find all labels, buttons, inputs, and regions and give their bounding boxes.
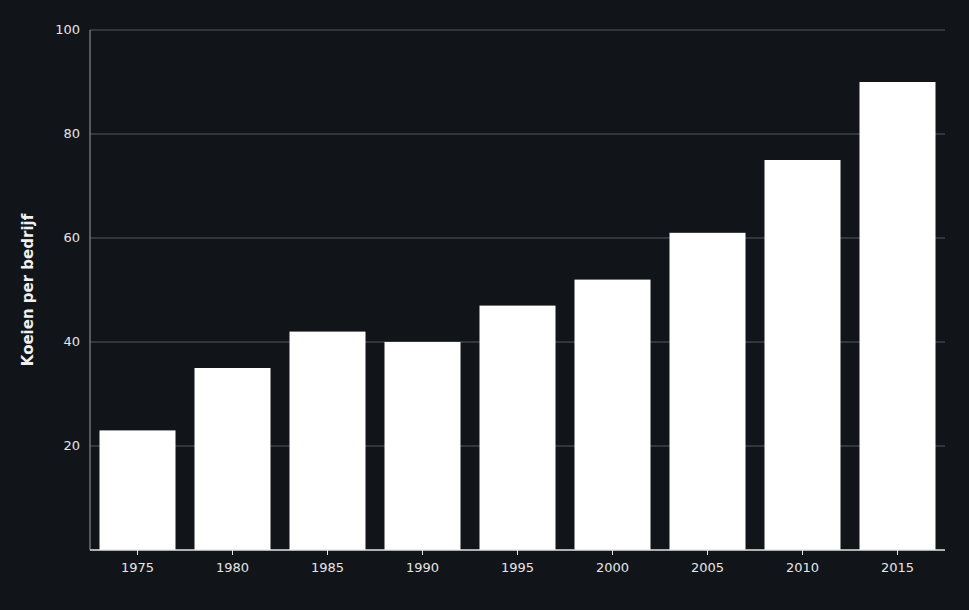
x-tick-label: 2000: [596, 560, 629, 575]
x-tick: [897, 550, 898, 555]
y-tick-label: 40: [63, 334, 80, 349]
bars: [100, 82, 936, 550]
x-tick-label: 1985: [311, 560, 344, 575]
bar: [385, 342, 461, 550]
bar: [195, 368, 271, 550]
grid-line: [90, 134, 945, 135]
y-axis-line: [90, 30, 91, 550]
y-tick-label: 100: [55, 22, 80, 37]
x-tick-label: 1995: [501, 560, 534, 575]
x-tick-label: 1975: [121, 560, 154, 575]
y-tick-label: 20: [63, 438, 80, 453]
x-tick: [802, 550, 803, 555]
bar: [860, 82, 936, 550]
y-axis-label: Koeien per bedrijf: [19, 213, 37, 366]
y-tick-label: 60: [63, 230, 80, 245]
bar: [575, 280, 651, 550]
x-tick: [232, 550, 233, 555]
x-tick-label: 1990: [406, 560, 439, 575]
x-tick-label: 2005: [691, 560, 724, 575]
background: [0, 0, 969, 610]
x-tick: [137, 550, 138, 555]
bar: [480, 306, 556, 550]
bar: [100, 430, 176, 550]
x-tick-label: 2015: [881, 560, 914, 575]
bar: [765, 160, 841, 550]
bar: [670, 233, 746, 550]
x-tick: [422, 550, 423, 555]
y-tick-label: 80: [63, 126, 80, 141]
grid-line: [90, 30, 945, 31]
x-tick: [517, 550, 518, 555]
chart: 20 40 60 80 100 1975 1980 1985 1990 1995 2000 2005 2…: [0, 0, 969, 610]
x-tick: [327, 550, 328, 555]
x-tick: [612, 550, 613, 555]
x-tick-label: 1980: [216, 560, 249, 575]
bar: [290, 332, 366, 550]
x-tick-label: 2010: [786, 560, 819, 575]
x-tick: [707, 550, 708, 555]
